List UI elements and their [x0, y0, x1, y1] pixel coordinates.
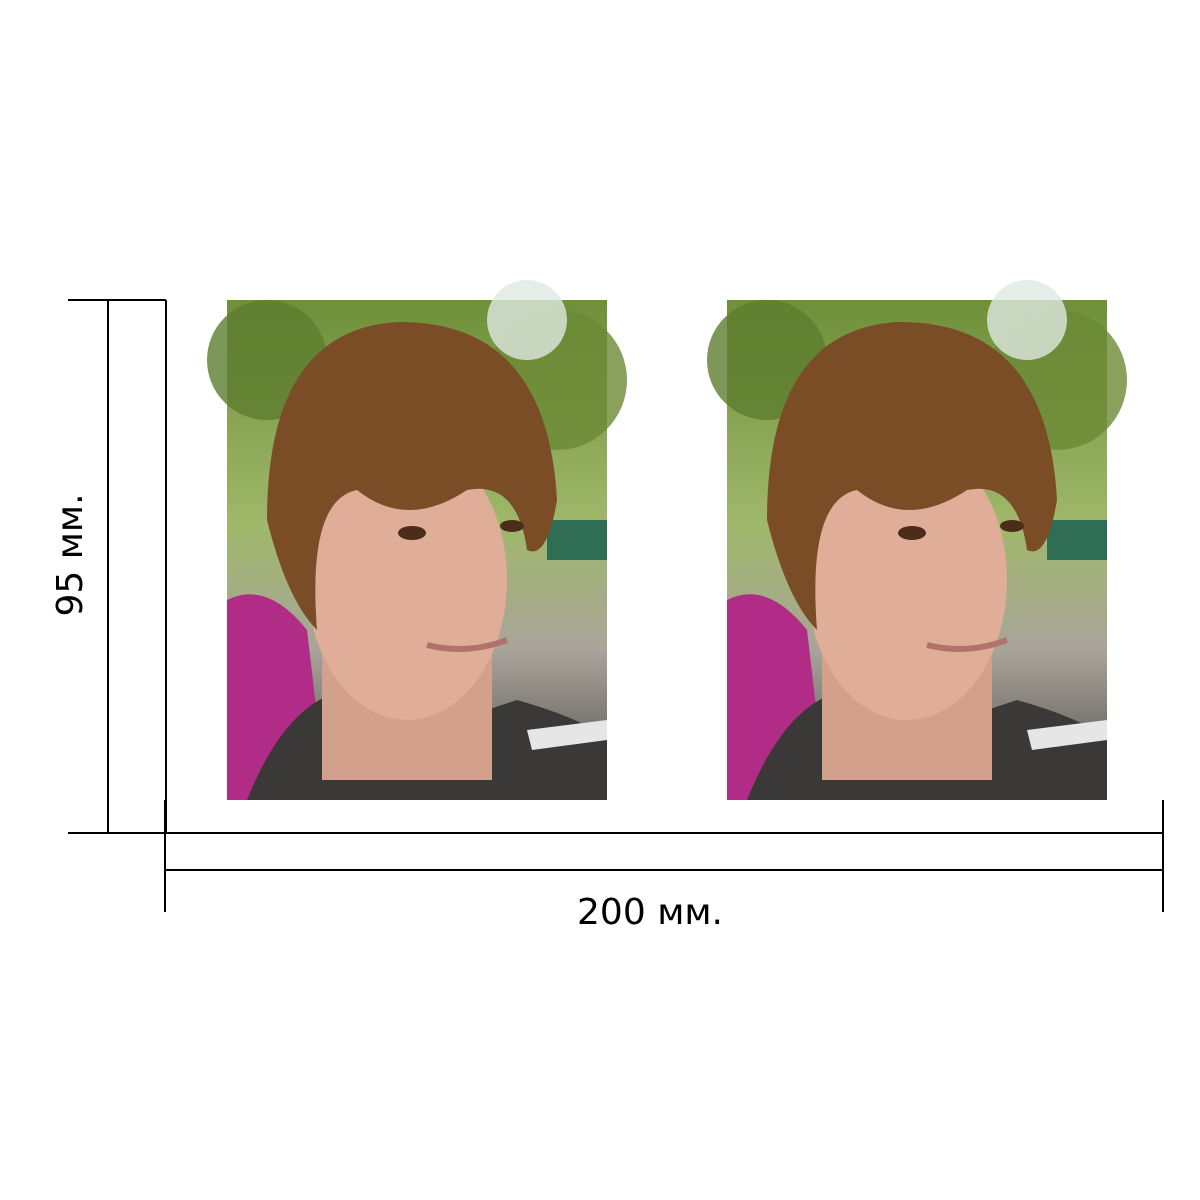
width-dimension	[164, 800, 1164, 912]
photo	[707, 280, 1127, 800]
width-label: 200 мм.	[577, 892, 723, 933]
height-dimension	[68, 299, 167, 834]
photo	[207, 280, 627, 800]
height-label: 95 мм.	[50, 493, 91, 616]
